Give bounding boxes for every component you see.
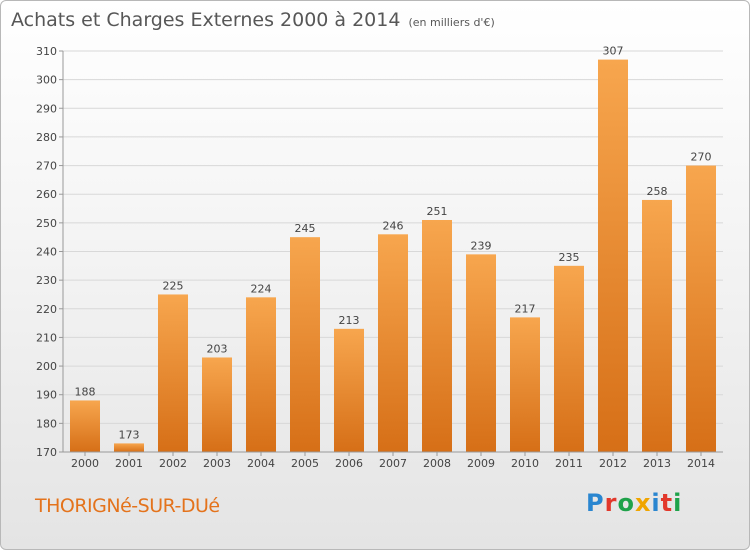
- logo-letter: o: [617, 489, 635, 517]
- x-tick-label: 2008: [423, 457, 451, 470]
- data-label: 307: [603, 45, 624, 58]
- data-label: 225: [163, 279, 184, 292]
- y-tick-label: 260: [36, 188, 57, 201]
- y-axis: 170 180 190 200 210 220 230 240 250 260 270 280 290 3…: [36, 45, 64, 459]
- y-tick-label: 270: [36, 160, 57, 173]
- y-tick-label: 240: [36, 246, 57, 259]
- logo-letter: i: [651, 489, 661, 517]
- proxiti-logo[interactable]: Proxiti: [586, 489, 682, 517]
- data-label: 213: [339, 314, 360, 327]
- bar: [422, 219, 452, 452]
- data-label: 239: [471, 239, 492, 252]
- bar: [554, 265, 584, 452]
- y-tick-label: 210: [36, 331, 57, 344]
- data-label: 258: [647, 185, 668, 198]
- y-tick-label: 250: [36, 217, 57, 230]
- x-tick-label: 2014: [687, 457, 715, 470]
- logo-letter: t: [660, 489, 674, 517]
- bar: [114, 443, 144, 452]
- x-tick-label: 2007: [379, 457, 407, 470]
- logo-letter: i: [673, 489, 683, 517]
- commune-name: THORIGNé-SUR-DUé: [35, 495, 220, 517]
- y-tick-label: 310: [36, 45, 57, 58]
- bar: [642, 199, 672, 452]
- data-label: 246: [383, 219, 404, 232]
- bars: [70, 59, 716, 453]
- data-label: 224: [251, 282, 272, 295]
- y-tick-label: 170: [36, 446, 57, 459]
- bar: [290, 237, 320, 452]
- bar: [686, 165, 716, 453]
- x-tick-label: 2009: [467, 457, 495, 470]
- bar: [510, 317, 540, 452]
- data-label: 245: [295, 222, 316, 235]
- bar: [202, 357, 232, 452]
- data-label: 203: [207, 342, 228, 355]
- bar: [70, 400, 100, 452]
- x-tick-label: 2013: [643, 457, 671, 470]
- y-tick-label: 190: [36, 389, 57, 402]
- bar: [158, 294, 188, 452]
- title-unit: (en milliers d'€): [408, 16, 495, 29]
- chart-title: Achats et Charges Externes 2000 à 2014 (e…: [11, 9, 495, 31]
- data-label: 188: [75, 385, 96, 398]
- x-tick-label: 2000: [71, 457, 99, 470]
- x-tick-label: 2002: [159, 457, 187, 470]
- logo-letter: r: [604, 489, 618, 517]
- logo-letter: x: [634, 489, 652, 517]
- y-tick-label: 280: [36, 131, 57, 144]
- x-axis: 2000 2001 2002 2003 2004 2005 2006 2007 2008 2009…: [63, 451, 723, 470]
- x-tick-label: 2006: [335, 457, 363, 470]
- data-label: 270: [691, 151, 712, 164]
- x-tick-label: 2010: [511, 457, 539, 470]
- data-label: 217: [515, 302, 536, 315]
- y-tick-label: 290: [36, 102, 57, 115]
- data-label: 173: [119, 428, 140, 441]
- x-tick-label: 2005: [291, 457, 319, 470]
- x-tick-label: 2003: [203, 457, 231, 470]
- title-text: Achats et Charges Externes 2000 à 2014: [11, 9, 401, 31]
- data-label: 235: [559, 251, 580, 264]
- x-tick-label: 2001: [115, 457, 143, 470]
- y-tick-label: 220: [36, 303, 57, 316]
- y-tick-label: 300: [36, 74, 57, 87]
- bar: [334, 328, 364, 452]
- y-tick-label: 200: [36, 360, 57, 373]
- bar: [378, 234, 408, 452]
- y-tick-label: 230: [36, 274, 57, 287]
- data-label: 251: [427, 205, 448, 218]
- data-labels: 188 173 225 203 224 245 213 246 251 239 217 235 307 2…: [75, 45, 712, 442]
- bar: [598, 59, 628, 452]
- y-tick-label: 180: [36, 417, 57, 430]
- logo-letter: P: [586, 489, 605, 517]
- x-tick-label: 2004: [247, 457, 275, 470]
- bar: [466, 254, 496, 452]
- x-tick-label: 2012: [599, 457, 627, 470]
- x-tick-label: 2011: [555, 457, 583, 470]
- bar: [246, 297, 276, 452]
